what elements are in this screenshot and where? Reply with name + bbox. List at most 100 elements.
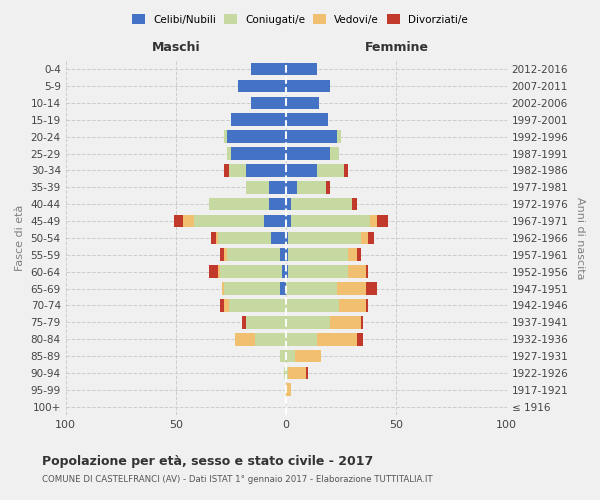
Bar: [289, 248, 348, 261]
Bar: [235, 333, 256, 345]
Bar: [331, 147, 339, 160]
Bar: [224, 282, 280, 295]
Bar: [224, 299, 229, 312]
Bar: [339, 299, 365, 312]
Bar: [368, 232, 374, 244]
Bar: [194, 214, 264, 228]
Bar: [331, 316, 361, 328]
Bar: [247, 316, 286, 328]
Bar: [352, 198, 357, 210]
Bar: [348, 266, 365, 278]
Bar: [286, 130, 337, 143]
Bar: [264, 214, 286, 228]
Bar: [222, 282, 224, 295]
Bar: [348, 248, 357, 261]
Bar: [286, 80, 331, 92]
Bar: [286, 299, 339, 312]
Bar: [290, 198, 352, 210]
Bar: [286, 232, 289, 244]
Y-axis label: Fasce di età: Fasce di età: [15, 204, 25, 271]
Bar: [218, 232, 271, 244]
Bar: [220, 266, 282, 278]
Bar: [286, 181, 297, 194]
Bar: [251, 96, 286, 109]
Bar: [289, 366, 306, 380]
Bar: [224, 130, 227, 143]
Text: Maschi: Maschi: [152, 40, 200, 54]
Bar: [370, 214, 377, 228]
Bar: [269, 198, 286, 210]
Text: COMUNE DI CASTELFRANCI (AV) - Dati ISTAT 1° gennaio 2017 - Elaborazione TUTTITAL: COMUNE DI CASTELFRANCI (AV) - Dati ISTAT…: [42, 475, 433, 484]
Text: Femmine: Femmine: [364, 40, 428, 54]
Bar: [286, 266, 289, 278]
Bar: [247, 164, 286, 176]
Bar: [251, 63, 286, 76]
Bar: [224, 164, 229, 176]
Bar: [238, 80, 286, 92]
Bar: [280, 248, 286, 261]
Bar: [290, 214, 370, 228]
Bar: [361, 316, 364, 328]
Bar: [286, 248, 289, 261]
Bar: [211, 232, 215, 244]
Bar: [337, 282, 365, 295]
Bar: [361, 232, 368, 244]
Bar: [289, 232, 361, 244]
Bar: [220, 299, 224, 312]
Bar: [269, 181, 286, 194]
Bar: [337, 130, 341, 143]
Bar: [286, 198, 290, 210]
Bar: [286, 366, 289, 380]
Bar: [271, 232, 286, 244]
Bar: [357, 248, 361, 261]
Bar: [286, 350, 295, 362]
Bar: [365, 299, 368, 312]
Bar: [344, 164, 348, 176]
Bar: [286, 333, 317, 345]
Bar: [229, 299, 286, 312]
Bar: [326, 181, 331, 194]
Bar: [182, 214, 194, 228]
Bar: [286, 147, 331, 160]
Bar: [227, 248, 280, 261]
Bar: [286, 96, 319, 109]
Bar: [306, 366, 308, 380]
Bar: [286, 164, 317, 176]
Bar: [231, 114, 286, 126]
Bar: [286, 114, 328, 126]
Bar: [209, 198, 269, 210]
Bar: [227, 147, 231, 160]
Bar: [218, 266, 220, 278]
Bar: [289, 266, 348, 278]
Bar: [229, 164, 247, 176]
Bar: [280, 282, 286, 295]
Bar: [365, 266, 368, 278]
Bar: [227, 130, 286, 143]
Text: Popolazione per età, sesso e stato civile - 2017: Popolazione per età, sesso e stato civil…: [42, 455, 373, 468]
Bar: [220, 248, 224, 261]
Bar: [209, 266, 218, 278]
Bar: [224, 248, 227, 261]
Bar: [297, 181, 326, 194]
Bar: [286, 63, 317, 76]
Legend: Celibi/Nubili, Coniugati/e, Vedovi/e, Divorziati/e: Celibi/Nubili, Coniugati/e, Vedovi/e, Di…: [128, 10, 472, 29]
Bar: [242, 316, 247, 328]
Bar: [286, 384, 290, 396]
Bar: [247, 181, 269, 194]
Bar: [317, 164, 344, 176]
Bar: [215, 232, 218, 244]
Bar: [377, 214, 388, 228]
Bar: [284, 366, 286, 380]
Bar: [286, 214, 290, 228]
Bar: [295, 350, 322, 362]
Y-axis label: Anni di nascita: Anni di nascita: [575, 196, 585, 279]
Bar: [256, 333, 286, 345]
Bar: [317, 333, 357, 345]
Bar: [282, 266, 286, 278]
Bar: [280, 350, 286, 362]
Bar: [286, 282, 337, 295]
Bar: [231, 147, 286, 160]
Bar: [174, 214, 182, 228]
Bar: [365, 282, 377, 295]
Bar: [357, 333, 364, 345]
